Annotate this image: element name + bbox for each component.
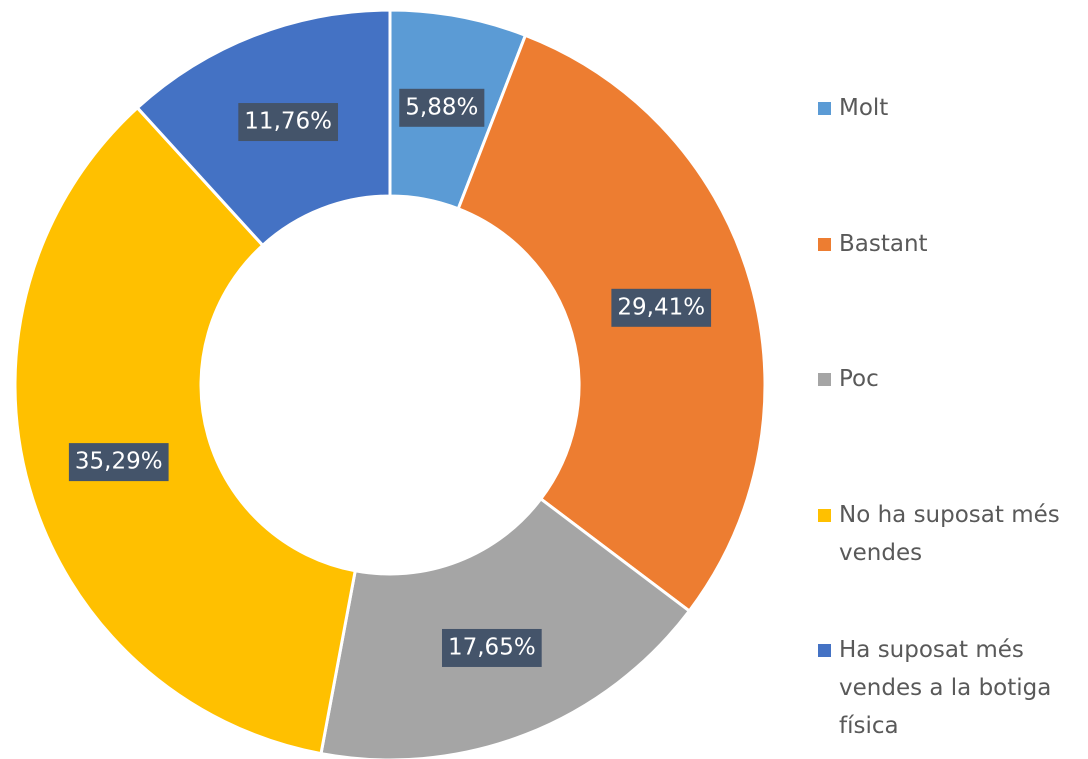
data-label-text: 35,29% — [75, 449, 163, 475]
donut-slice — [13, 105, 357, 756]
legend-label: Ha suposat més vendes a la botiga física — [839, 637, 1052, 739]
donut-slice — [319, 496, 692, 759]
legend-label: Poc — [839, 366, 879, 392]
data-label-box — [611, 288, 712, 327]
data-label: 29,41% — [611, 288, 712, 327]
data-label: 11,76% — [238, 103, 339, 142]
legend-entry: Bastant — [818, 225, 1084, 263]
chart: 5,88% 29,41% 17,65% 35,29% 11,76% — [13, 8, 767, 759]
legend-entry: No ha suposat més vendes — [818, 496, 1084, 572]
data-label-box — [441, 628, 542, 667]
legend-label: Molt — [839, 95, 889, 121]
legend-label: No ha suposat més vendes — [839, 501, 1060, 566]
legend-entry: Molt — [818, 89, 1084, 127]
data-label-text: 29,41% — [617, 294, 705, 320]
data-label-box — [68, 443, 169, 482]
data-label-box — [238, 103, 339, 142]
data-label: 35,29% — [68, 443, 169, 482]
legend-entry: Poc — [818, 360, 1084, 398]
legend-swatch — [818, 373, 831, 386]
data-label-box — [399, 88, 485, 127]
data-label: 17,65% — [441, 628, 542, 667]
data-label: 5,88% — [399, 88, 485, 127]
data-label-text: 11,76% — [244, 109, 332, 135]
legend-entry: Ha suposat més vendes a la botiga física — [818, 631, 1084, 745]
legend-swatch — [818, 508, 831, 522]
data-label-text: 5,88% — [405, 94, 478, 120]
legend-swatch — [818, 237, 831, 251]
legend-swatch — [818, 102, 831, 115]
data-label-text: 17,65% — [448, 634, 536, 660]
legend-swatch — [818, 644, 831, 657]
legend-label: Bastant — [839, 230, 928, 257]
